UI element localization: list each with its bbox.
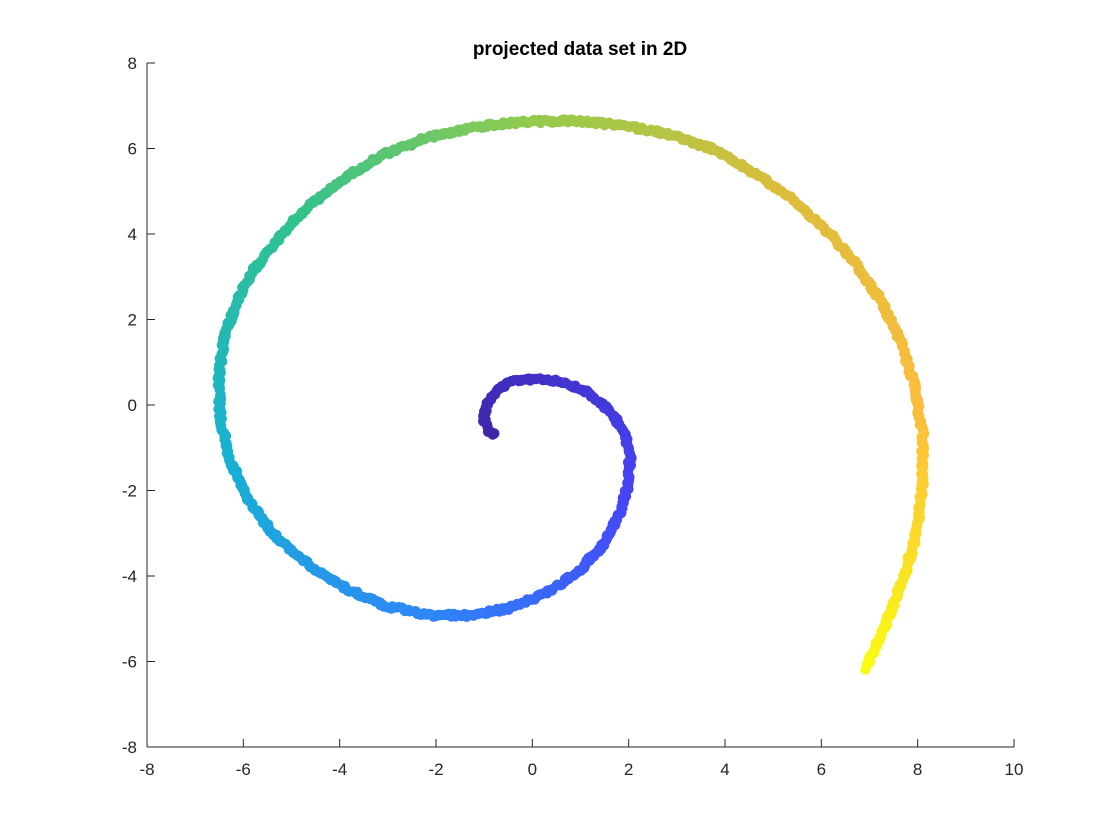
y-tick-label: -2 <box>122 482 137 501</box>
x-tick-label: 2 <box>624 760 633 779</box>
x-tick-label: -4 <box>332 760 347 779</box>
x-tick-label: -6 <box>236 760 251 779</box>
x-tick-label: 6 <box>817 760 826 779</box>
y-tick-label: 2 <box>128 311 137 330</box>
chart-title: projected data set in 2D <box>473 39 687 60</box>
x-tick-label: 4 <box>720 760 729 779</box>
y-tick-label: -6 <box>122 653 137 672</box>
y-tick-label: -4 <box>122 567 137 586</box>
y-tick-label: 0 <box>128 396 137 415</box>
x-tick-label: -2 <box>428 760 443 779</box>
x-tick-label: -8 <box>139 760 154 779</box>
y-tick-label: -8 <box>122 738 137 757</box>
axes: -8 -6 -4 -2 0 2 4 6 8 10 -8 -6 -4 -2 0 2 4 6 8 <box>122 54 1024 779</box>
data-series <box>212 114 930 675</box>
x-tick-label: 10 <box>1005 760 1024 779</box>
y-tick-label: 8 <box>128 54 137 73</box>
x-tick-label: 8 <box>913 760 922 779</box>
y-tick-label: 6 <box>128 140 137 159</box>
x-tick-label: 0 <box>528 760 537 779</box>
scatter-point <box>860 664 871 675</box>
y-tick-label: 4 <box>128 225 137 244</box>
